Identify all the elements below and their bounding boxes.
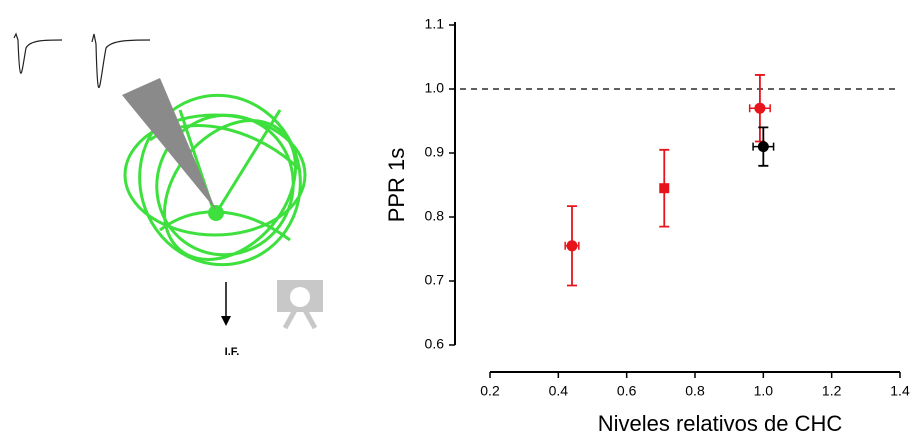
point (754, 102, 766, 114)
x-tick-label: 1.0 (754, 383, 774, 399)
x-tick-label: 0.4 (549, 383, 569, 399)
illustration-label: I.F. (225, 346, 240, 358)
camera-icon (277, 280, 323, 330)
point (659, 183, 670, 194)
y-tick-label: 0.9 (425, 144, 445, 160)
x-axis-title: Niveles relativos de CHC (598, 411, 843, 436)
arrow-head (221, 316, 231, 326)
x-tick-label: 0.6 (617, 383, 637, 399)
point (757, 141, 769, 153)
trace (13, 32, 63, 74)
y-tick-label: 1.1 (425, 16, 445, 32)
y-tick-label: 0.6 (425, 336, 445, 352)
pipette (122, 78, 216, 210)
y-tick-label: 0.7 (425, 272, 445, 288)
trace (91, 33, 151, 88)
x-tick-label: 0.2 (480, 383, 500, 399)
point (566, 240, 578, 252)
illustration: I.F. (13, 32, 323, 358)
x-tick-label: 1.4 (890, 383, 910, 399)
soma (208, 205, 224, 221)
y-axis-title: PPR 1s (384, 148, 409, 223)
x-tick-label: 0.8 (685, 383, 705, 399)
y-tick-label: 1.0 (425, 80, 445, 96)
x-tick-label: 1.2 (822, 383, 842, 399)
y-tick-label: 0.8 (425, 208, 445, 224)
